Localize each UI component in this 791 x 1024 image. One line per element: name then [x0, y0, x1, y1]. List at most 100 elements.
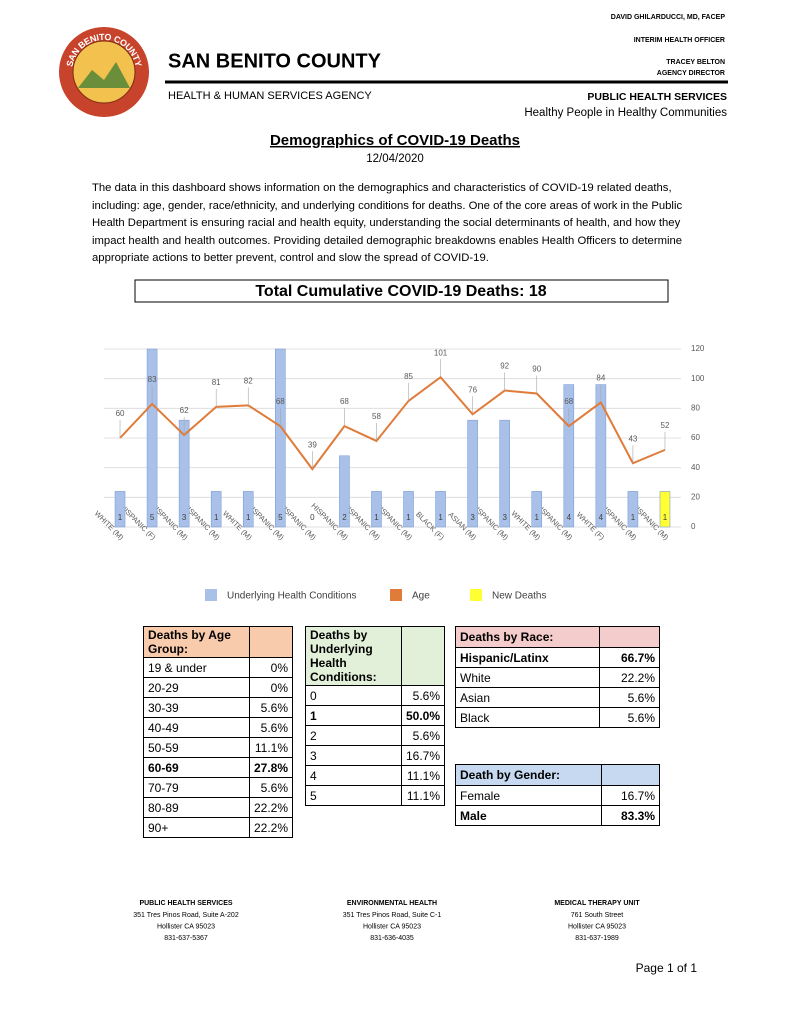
- county-name: SAN BENITO COUNTY: [168, 50, 382, 72]
- line-label: 101: [434, 348, 448, 357]
- legend-swatch: [390, 589, 402, 601]
- conditions-table: Deaths by Underlying Health Conditions: 0…: [305, 626, 446, 806]
- row-label: 30-39: [143, 697, 250, 718]
- legend-label: New Deaths: [492, 591, 546, 602]
- y2-tick-label: 100: [691, 374, 705, 383]
- footer-line: Hollister CA 95023: [568, 923, 626, 930]
- row-value: 5.6%: [400, 725, 446, 746]
- row-label: 2: [305, 725, 402, 746]
- row-value: 5.6%: [400, 685, 446, 706]
- table-row: White 22.2%: [455, 667, 661, 688]
- bar-label: 1: [438, 513, 443, 522]
- bar: [403, 491, 414, 528]
- row-value: 22.2%: [248, 817, 294, 838]
- table-row: 19 & under 0%: [143, 657, 294, 678]
- table-header: Deaths by Underlying Health Conditions:: [305, 626, 402, 686]
- table-row: 0 5.6%: [305, 685, 446, 706]
- table-row: Black 5.6%: [455, 707, 661, 728]
- row-label: Asian: [455, 687, 600, 708]
- row-value: 66.7%: [598, 647, 661, 668]
- table-row: 2 5.6%: [305, 725, 446, 746]
- row-label: 20-29: [143, 677, 250, 698]
- y2-tick-label: 60: [691, 433, 700, 442]
- table-header-blank: [598, 626, 661, 648]
- bar: [563, 384, 575, 528]
- row-value: 16.7%: [601, 785, 660, 806]
- row-label: 0: [305, 685, 402, 706]
- bar: [467, 419, 478, 528]
- bar: [499, 419, 510, 528]
- row-label: 40-49: [143, 717, 250, 738]
- bar-label: 3: [470, 513, 475, 522]
- row-label: 60-69: [143, 757, 250, 778]
- footer-line: 831-636-4035: [370, 935, 414, 942]
- y2-tick-label: 20: [691, 492, 700, 501]
- footer-line: 831-637-5367: [164, 935, 208, 942]
- row-value: 5.6%: [598, 687, 661, 708]
- line-label: 39: [308, 440, 317, 449]
- row-label: 19 & under: [143, 657, 250, 678]
- bar-label: 4: [567, 513, 572, 522]
- officer-title: INTERIM HEALTH OFFICER: [634, 37, 725, 44]
- footer-heading: PUBLIC HEALTH SERVICES: [139, 900, 232, 907]
- age-table: Deaths by Age Group: 19 & under 0% 20-29 0% 3…: [143, 626, 294, 838]
- table-header-blank: [601, 764, 660, 786]
- bar-label: 4: [599, 513, 604, 522]
- chart-title: Total Cumulative COVID-19 Deaths: 18: [255, 283, 546, 300]
- chart-title-box: [134, 279, 669, 303]
- agency-name: HEALTH & HUMAN SERVICES AGENCY: [168, 90, 372, 102]
- row-label: 80-89: [143, 797, 250, 818]
- footer-line: Hollister CA 95023: [363, 923, 421, 930]
- table-row: 90+ 22.2%: [143, 817, 294, 838]
- row-label: Black: [455, 707, 600, 728]
- bar: [114, 491, 126, 528]
- footer-heading: ENVIRONMENTAL HEALTH: [347, 900, 437, 907]
- bar-label: 1: [118, 513, 123, 522]
- tagline: Healthy People in Healthy Communities: [524, 107, 727, 119]
- table-header-row: Deaths by Race:: [455, 626, 661, 648]
- footer-line: 351 Tres Pinos Road, Suite C-1: [343, 912, 442, 919]
- line-label: 43: [628, 434, 637, 443]
- row-value: 5.6%: [248, 777, 294, 798]
- row-value: 5.6%: [598, 707, 661, 728]
- line-label: 76: [468, 385, 477, 394]
- table-header: Deaths by Age Group:: [143, 626, 250, 658]
- bar: [371, 491, 382, 528]
- table-row: 70-79 5.6%: [143, 777, 294, 798]
- bar-label: 1: [374, 513, 379, 522]
- table-header: Deaths by Race:: [455, 626, 600, 648]
- row-label: 70-79: [143, 777, 250, 798]
- row-value: 16.7%: [400, 745, 446, 766]
- row-label: 4: [305, 765, 402, 786]
- logo: SAN BENITO COUNTY ESTABLISHED 1874: [59, 27, 149, 126]
- division: PUBLIC HEALTH SERVICES: [587, 91, 727, 103]
- line-label: 85: [404, 372, 413, 381]
- line-label: 81: [212, 378, 221, 387]
- table-row: Asian 5.6%: [455, 687, 661, 708]
- row-label: White: [455, 667, 600, 688]
- y2-tick-label: 120: [691, 344, 705, 353]
- bar: [146, 348, 158, 528]
- doc-date: 12/04/2020: [366, 153, 424, 165]
- age-line: [119, 375, 666, 471]
- bar-label: 1: [406, 513, 411, 522]
- legend-label: Age: [412, 591, 430, 602]
- row-label: 50-59: [143, 737, 250, 758]
- legend-swatch: [205, 589, 217, 601]
- gender-table: Death by Gender: Female 16.7% Male 83.3%: [454, 764, 660, 826]
- logo-hills: [78, 62, 130, 88]
- bar: [627, 491, 639, 528]
- bar-label: 2: [342, 513, 347, 522]
- row-label: Hispanic/Latinx: [455, 647, 600, 668]
- table-row: Hispanic/Latinx 66.7%: [455, 647, 661, 668]
- row-label: Female: [454, 785, 603, 806]
- row-value: 0%: [248, 677, 294, 698]
- line-label: 83: [148, 375, 157, 384]
- footer: PUBLIC HEALTH SERVICES 351 Tres Pinos Roa…: [133, 900, 640, 942]
- footer-line: Hollister CA 95023: [157, 923, 215, 930]
- bar: [531, 491, 543, 528]
- row-value: 5.6%: [248, 697, 294, 718]
- table-header-row: Deaths by Underlying Health Conditions:: [305, 626, 446, 686]
- line-label: 58: [372, 412, 381, 421]
